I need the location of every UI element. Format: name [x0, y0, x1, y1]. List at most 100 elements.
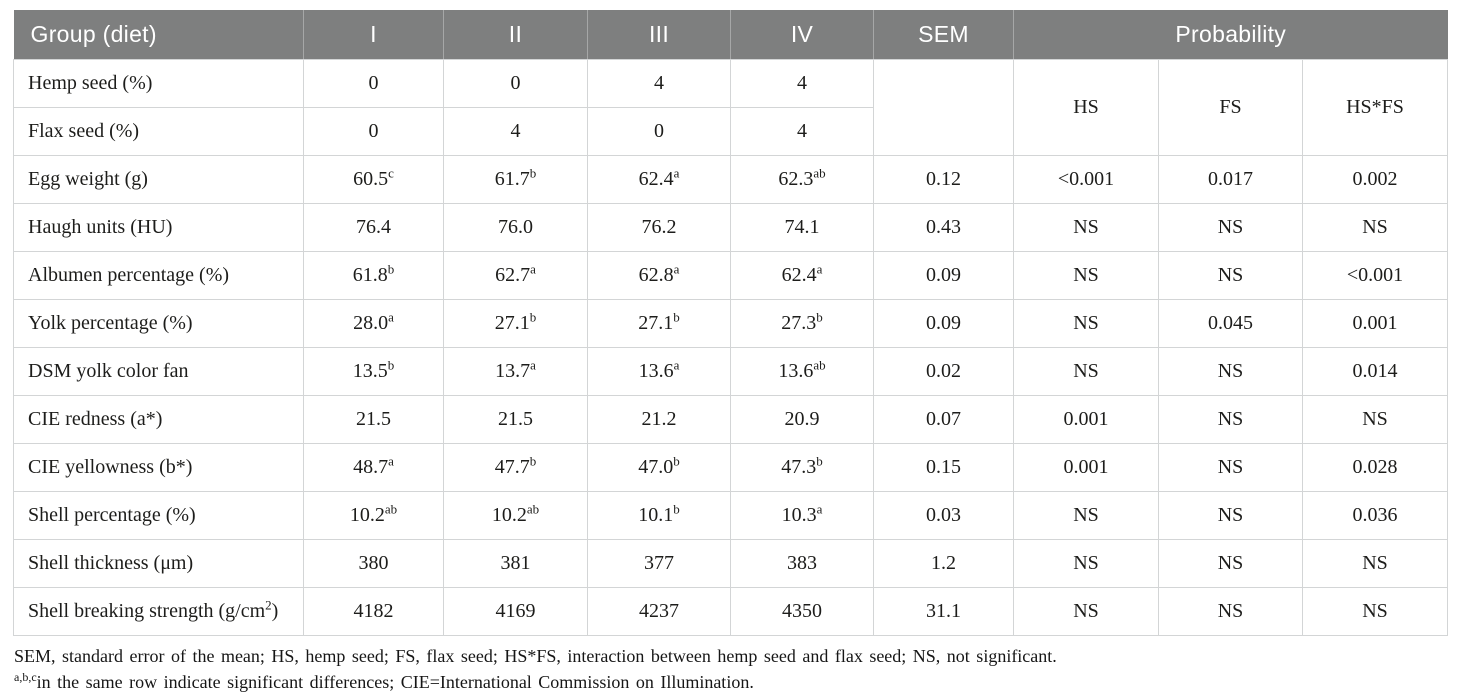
value-cell: 27.1b	[587, 299, 731, 348]
value-cell: 4	[730, 59, 874, 108]
value-cell: 0.12	[873, 155, 1014, 204]
value-cell: 383	[730, 539, 874, 588]
row-label: CIE yellowness (b*)	[13, 443, 304, 492]
value-cell: 377	[587, 539, 731, 588]
row-label: Flax seed (%)	[13, 107, 304, 156]
value-cell: 28.0a	[303, 299, 444, 348]
sem-blank-cell	[873, 59, 1014, 156]
table-row: Yolk percentage (%) 28.0a 27.1b 27.1b 27.3b 0…	[13, 299, 1448, 348]
value-cell: NS	[1013, 299, 1159, 348]
value-cell: NS	[1158, 443, 1303, 492]
value-cell: 48.7a	[303, 443, 444, 492]
table-body: Hemp seed (%) 0 0 4 4 HS FS HS*FS Flax s…	[13, 59, 1448, 636]
value-cell: 4	[730, 107, 874, 156]
value-cell: 62.8a	[587, 251, 731, 300]
header-col-ii: II	[443, 10, 588, 60]
table-row: Albumen percentage (%) 61.8b 62.7a 62.8a 62.…	[13, 251, 1448, 300]
value-cell: NS	[1013, 203, 1159, 252]
value-cell: 4350	[730, 587, 874, 636]
table-footnotes: SEM, standard error of the mean; HS, hem…	[13, 643, 1447, 695]
header-col-i: I	[303, 10, 444, 60]
value-cell: 10.2ab	[443, 491, 588, 540]
value-cell: 76.0	[443, 203, 588, 252]
value-cell: 0	[303, 59, 444, 108]
value-cell: NS	[1013, 491, 1159, 540]
value-cell: 13.7a	[443, 347, 588, 396]
value-cell: 62.3ab	[730, 155, 874, 204]
value-cell: 0.036	[1302, 491, 1448, 540]
value-cell: 21.5	[443, 395, 588, 444]
value-cell: NS	[1302, 587, 1448, 636]
header-group-diet: Group (diet)	[13, 10, 304, 60]
value-cell: 0	[587, 107, 731, 156]
value-cell: NS	[1302, 203, 1448, 252]
value-cell: 0.001	[1013, 395, 1159, 444]
prob-subheader-hs: HS	[1013, 59, 1159, 156]
value-cell: 13.5b	[303, 347, 444, 396]
value-cell: 4182	[303, 587, 444, 636]
row-label: Haugh units (HU)	[13, 203, 304, 252]
value-cell: 21.2	[587, 395, 731, 444]
value-cell: 13.6ab	[730, 347, 874, 396]
value-cell: 0.07	[873, 395, 1014, 444]
row-label: CIE redness (a*)	[13, 395, 304, 444]
results-table: Group (diet) I II III IV SEM Probability…	[13, 10, 1448, 636]
value-cell: 61.7b	[443, 155, 588, 204]
row-label: Yolk percentage (%)	[13, 299, 304, 348]
value-cell: 4237	[587, 587, 731, 636]
value-cell: 0.045	[1158, 299, 1303, 348]
value-cell: NS	[1158, 203, 1303, 252]
footnote-significance: a,b,cin the same row indicate significan…	[14, 670, 754, 692]
prob-subheader-fs: FS	[1158, 59, 1303, 156]
table-row: Shell thickness (μm) 380 381 377 383 1.2 NS NS N…	[13, 539, 1448, 588]
header-sem: SEM	[873, 10, 1014, 60]
value-cell: NS	[1302, 539, 1448, 588]
value-cell: 10.2ab	[303, 491, 444, 540]
value-cell: 0.001	[1013, 443, 1159, 492]
header-col-iv: IV	[730, 10, 874, 60]
value-cell: 10.1b	[587, 491, 731, 540]
value-cell: NS	[1302, 395, 1448, 444]
value-cell: 62.4a	[587, 155, 731, 204]
value-cell: 380	[303, 539, 444, 588]
value-cell: 21.5	[303, 395, 444, 444]
header-probability: Probability	[1013, 10, 1448, 60]
value-cell: 0.002	[1302, 155, 1448, 204]
value-cell: 47.0b	[587, 443, 731, 492]
footnote-abbreviations: SEM, standard error of the mean; HS, hem…	[14, 646, 1057, 666]
header-row: Group (diet) I II III IV SEM Probability	[13, 10, 1448, 60]
value-cell: 0	[303, 107, 444, 156]
value-cell: NS	[1013, 587, 1159, 636]
table-row: Shell breaking strength (g/cm2) 4182 4169 4…	[13, 587, 1448, 636]
value-cell: 20.9	[730, 395, 874, 444]
value-cell: 0.09	[873, 251, 1014, 300]
value-cell: 61.8b	[303, 251, 444, 300]
value-cell: 74.1	[730, 203, 874, 252]
row-label: Egg weight (g)	[13, 155, 304, 204]
value-cell: 381	[443, 539, 588, 588]
table-row: Shell percentage (%) 10.2ab 10.2ab 10.1b 10.…	[13, 491, 1448, 540]
value-cell: 0	[443, 59, 588, 108]
table-row: Haugh units (HU) 76.4 76.0 76.2 74.1 0.43 NS NS…	[13, 203, 1448, 252]
table-row: DSM yolk color fan 13.5b 13.7a 13.6a 13.6ab 0…	[13, 347, 1448, 396]
value-cell: 47.7b	[443, 443, 588, 492]
value-cell: NS	[1158, 395, 1303, 444]
value-cell: 0.001	[1302, 299, 1448, 348]
row-label: Shell thickness (μm)	[13, 539, 304, 588]
table-row-flax-seed: Flax seed (%) 0 4 0 4	[13, 107, 1448, 156]
value-cell: <0.001	[1302, 251, 1448, 300]
value-cell: 1.2	[873, 539, 1014, 588]
value-cell: NS	[1158, 539, 1303, 588]
value-cell: 60.5c	[303, 155, 444, 204]
value-cell: 76.2	[587, 203, 731, 252]
value-cell: 76.4	[303, 203, 444, 252]
value-cell: 62.4a	[730, 251, 874, 300]
row-label: DSM yolk color fan	[13, 347, 304, 396]
row-label: Shell percentage (%)	[13, 491, 304, 540]
table-row: Egg weight (g) 60.5c 61.7b 62.4a 62.3ab 0.12 <…	[13, 155, 1448, 204]
value-cell: 10.3a	[730, 491, 874, 540]
value-cell: NS	[1158, 251, 1303, 300]
value-cell: 62.7a	[443, 251, 588, 300]
value-cell: NS	[1158, 347, 1303, 396]
row-label: Hemp seed (%)	[13, 59, 304, 108]
